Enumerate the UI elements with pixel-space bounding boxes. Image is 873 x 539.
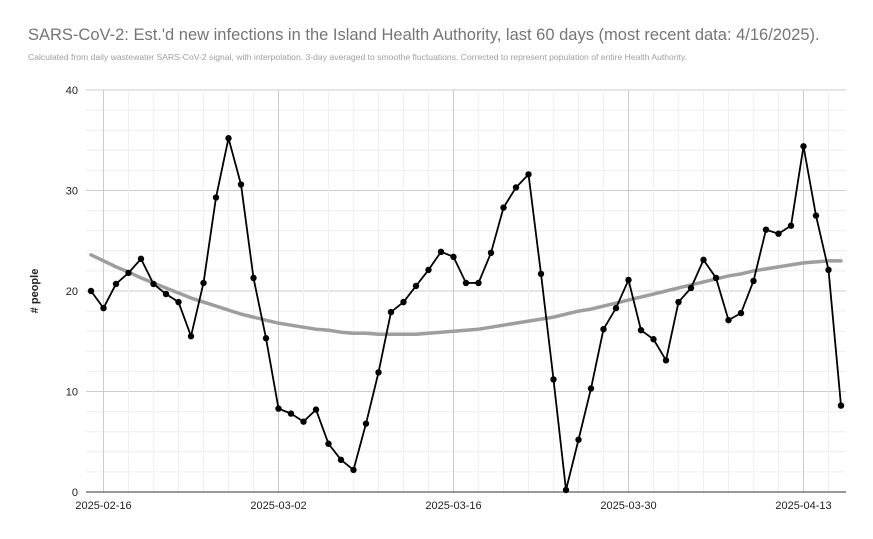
data-point[interactable]	[187, 333, 195, 340]
data-point[interactable]	[550, 376, 557, 383]
data-point[interactable]	[837, 402, 845, 409]
data-point[interactable]	[200, 279, 207, 287]
data-point[interactable]	[787, 222, 795, 229]
y-axis-label: # people	[29, 269, 41, 314]
data-point[interactable]	[512, 184, 520, 191]
data-point[interactable]	[425, 266, 432, 274]
x-tick-label: 2025-03-30	[600, 500, 656, 512]
data-point[interactable]	[287, 410, 295, 417]
data-point[interactable]	[812, 212, 820, 219]
data-point[interactable]	[300, 418, 307, 425]
data-point[interactable]	[437, 248, 445, 256]
data-point[interactable]	[700, 256, 707, 264]
data-point[interactable]	[562, 486, 570, 494]
data-point[interactable]	[825, 266, 832, 274]
y-tick-label: 20	[66, 286, 78, 298]
data-point[interactable]	[387, 308, 395, 316]
data-point[interactable]	[662, 357, 670, 364]
data-point[interactable]	[750, 277, 757, 285]
data-point[interactable]	[337, 456, 345, 464]
data-point[interactable]	[712, 274, 720, 282]
data-point[interactable]	[637, 326, 645, 334]
data-point[interactable]	[412, 282, 420, 290]
chart-subtitle: Calculated from daily wastewater SARS-Co…	[28, 52, 688, 62]
data-point[interactable]	[537, 270, 545, 278]
data-point[interactable]	[462, 279, 470, 287]
data-point[interactable]	[250, 274, 257, 282]
data-point[interactable]	[175, 298, 182, 306]
data-point[interactable]	[675, 298, 682, 306]
x-tick-label: 2025-04-13	[775, 500, 831, 512]
data-point[interactable]	[762, 226, 770, 233]
data-point[interactable]	[612, 304, 620, 312]
data-point[interactable]	[225, 135, 232, 142]
x-tick-label: 2025-02-16	[75, 500, 131, 512]
data-point[interactable]	[125, 269, 132, 277]
data-point[interactable]	[500, 204, 507, 211]
data-point[interactable]	[237, 181, 245, 188]
data-point[interactable]	[775, 230, 782, 237]
data-point[interactable]	[275, 405, 282, 412]
x-tick-label: 2025-03-02	[250, 500, 306, 512]
x-tick-label: 2025-03-16	[425, 500, 481, 512]
y-tick-label: 30	[66, 186, 78, 198]
data-point[interactable]	[625, 276, 632, 284]
data-point[interactable]	[487, 249, 495, 257]
data-point[interactable]	[450, 253, 457, 261]
y-tick-label: 0	[72, 487, 78, 499]
y-tick-label: 10	[66, 387, 78, 399]
data-point[interactable]	[650, 336, 657, 343]
data-point[interactable]	[525, 171, 532, 178]
data-point[interactable]	[587, 385, 595, 392]
data-point[interactable]	[100, 304, 107, 312]
data-point[interactable]	[600, 325, 607, 333]
data-point[interactable]	[112, 280, 120, 288]
data-point[interactable]	[262, 335, 270, 342]
data-point[interactable]	[800, 143, 807, 150]
data-point[interactable]	[737, 309, 745, 317]
data-point[interactable]	[150, 280, 157, 288]
y-tick-label: 40	[66, 85, 78, 97]
data-point[interactable]	[162, 290, 170, 298]
data-point[interactable]	[87, 287, 95, 295]
data-point[interactable]	[375, 369, 382, 376]
data-point[interactable]	[325, 440, 332, 447]
data-point[interactable]	[212, 194, 220, 201]
chart-title: SARS-CoV-2: Est.'d new infections in the…	[28, 26, 820, 44]
data-point[interactable]	[475, 279, 482, 287]
data-point[interactable]	[312, 406, 320, 413]
data-point[interactable]	[350, 466, 357, 474]
data-point[interactable]	[575, 436, 582, 443]
data-point[interactable]	[362, 420, 370, 427]
data-point[interactable]	[400, 298, 407, 306]
data-point[interactable]	[725, 316, 732, 324]
data-point[interactable]	[687, 284, 695, 292]
data-point[interactable]	[137, 255, 145, 263]
